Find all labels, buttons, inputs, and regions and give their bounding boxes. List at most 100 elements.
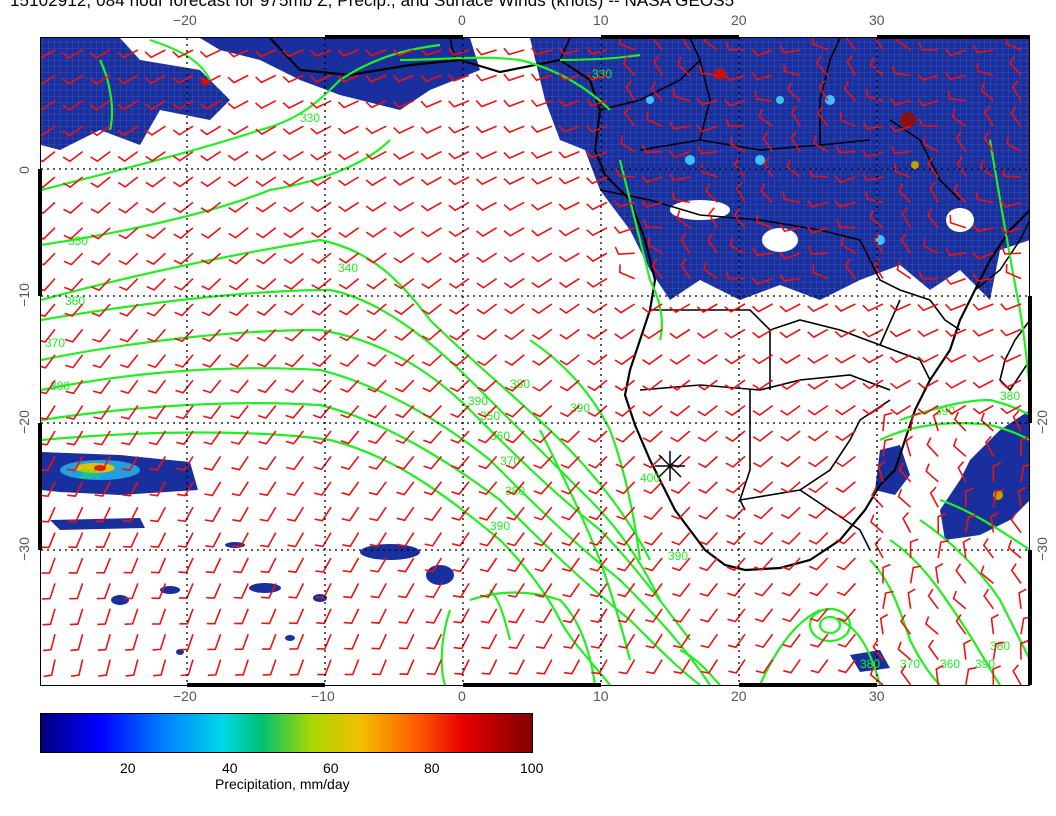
wind-barb <box>41 49 56 60</box>
wind-barb <box>935 563 944 584</box>
wind-barb <box>729 136 746 153</box>
wind-barb <box>952 590 967 610</box>
wind-barb <box>124 583 139 600</box>
wind-barb <box>475 150 497 160</box>
wind-barb <box>530 99 553 108</box>
wind-barb <box>283 227 304 239</box>
wind-barb <box>62 150 84 163</box>
wind-barb <box>145 201 166 214</box>
wind-barb <box>227 125 249 136</box>
wind-barb <box>726 506 746 520</box>
wind-barb <box>232 532 249 548</box>
wind-barb <box>61 49 83 59</box>
wind-barb <box>779 252 801 260</box>
wind-barb <box>476 252 498 263</box>
precip-colorbar <box>40 713 533 753</box>
wind-barb <box>255 201 277 213</box>
wind-barb <box>615 404 636 417</box>
wind-barb <box>145 150 166 162</box>
wind-barb <box>311 252 332 264</box>
wind-barb <box>393 277 415 290</box>
wind-barb <box>339 303 360 316</box>
wind-barb <box>681 38 691 51</box>
wind-barb <box>614 303 636 314</box>
wind-barb <box>62 125 84 137</box>
wind-barb <box>203 405 222 420</box>
wind-barb <box>535 608 553 624</box>
wind-barb <box>771 684 773 685</box>
wind-barb <box>874 537 884 559</box>
wind-barb <box>64 328 84 343</box>
wind-barb <box>368 455 387 470</box>
wind-barb <box>642 404 663 417</box>
wind-barb <box>697 354 718 365</box>
lon-label-bottom: 20 <box>731 688 747 704</box>
wind-barb <box>255 74 277 84</box>
wind-barb <box>837 608 857 622</box>
wind-barb <box>680 232 691 254</box>
wind-barb <box>394 303 415 316</box>
wind-barb <box>420 176 442 186</box>
wind-barb <box>420 74 442 83</box>
wind-barb <box>503 252 525 263</box>
contour-label: 360 <box>65 294 85 308</box>
wind-barb <box>256 303 277 316</box>
wind-barb <box>371 633 387 650</box>
wind-barb <box>559 379 580 392</box>
wind-barb <box>176 481 194 497</box>
wind-barb <box>92 328 111 343</box>
wind-barb <box>41 150 56 163</box>
wind-barb <box>70 659 84 677</box>
wind-barb <box>806 226 829 234</box>
wind-barb <box>206 608 222 625</box>
wind-barb <box>984 435 995 457</box>
wind-barb <box>896 261 912 280</box>
wind-barb <box>1010 563 1022 584</box>
wind-barb <box>641 175 663 184</box>
lat-label-left: −10 <box>15 283 32 307</box>
wind-barb <box>965 487 974 508</box>
wind-barb <box>588 506 608 521</box>
wind-barb <box>289 633 305 650</box>
wind-barb <box>90 150 111 163</box>
wind-barb <box>117 125 139 137</box>
wind-barb <box>282 74 304 84</box>
wind-barb <box>122 481 139 497</box>
wind-barb <box>671 506 691 520</box>
wind-barb <box>807 404 829 416</box>
wind-barb <box>504 379 525 392</box>
wind-barb <box>983 131 995 153</box>
wind-barb <box>644 532 663 546</box>
wind-barb <box>41 456 56 472</box>
wind-barb <box>834 175 856 184</box>
wind-barb <box>260 557 277 574</box>
wind-barb <box>587 430 608 443</box>
wind-barb <box>476 328 498 341</box>
wind-barb <box>586 328 608 340</box>
wind-barb <box>199 100 221 110</box>
wind-barb <box>531 201 553 211</box>
wind-barb <box>93 430 111 446</box>
wind-barb <box>503 227 525 237</box>
wind-barb <box>152 633 167 651</box>
wind-barb <box>180 659 194 677</box>
wind-barb <box>149 481 167 497</box>
wind-barb <box>475 100 497 108</box>
wind-barb <box>669 379 691 391</box>
wind-barb <box>781 557 801 571</box>
wind-barb <box>532 354 553 366</box>
wind-barb <box>94 481 111 497</box>
wind-barb <box>337 125 359 135</box>
wind-barb <box>736 181 746 203</box>
wind-barb <box>90 176 111 188</box>
wind-barb <box>917 404 939 415</box>
wind-barb <box>753 506 774 520</box>
wind-barb <box>625 80 636 102</box>
wind-barb <box>614 354 636 366</box>
wind-barb <box>448 176 470 186</box>
wind-barb <box>724 73 746 82</box>
wind-barb <box>67 506 84 523</box>
wind-barb <box>937 539 949 559</box>
wind-barb <box>956 156 967 178</box>
wind-barb <box>646 111 663 127</box>
